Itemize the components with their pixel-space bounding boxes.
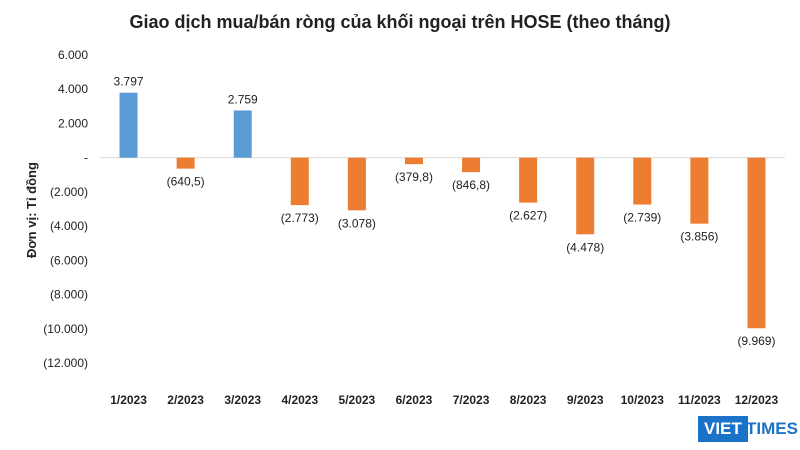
data-label: 3.797 xyxy=(114,75,144,89)
x-tick-label: 10/2023 xyxy=(621,393,665,407)
x-tick-label: 8/2023 xyxy=(510,393,547,407)
y-tick-label: 4.000 xyxy=(58,82,88,96)
logo-viet-text: VIET xyxy=(698,416,748,442)
data-label: (846,8) xyxy=(452,178,490,192)
x-tick-label: 1/2023 xyxy=(110,393,147,407)
data-label: (640,5) xyxy=(167,175,205,189)
x-tick-label: 7/2023 xyxy=(453,393,490,407)
x-tick-label: 6/2023 xyxy=(396,393,433,407)
bar xyxy=(233,110,252,158)
x-tick-label: 4/2023 xyxy=(281,393,318,407)
bar xyxy=(633,157,652,205)
x-tick-label: 5/2023 xyxy=(339,393,376,407)
y-tick-label: 6.000 xyxy=(58,48,88,62)
y-tick-label: (10.000) xyxy=(43,322,88,336)
y-axis-title: Đơn vị: Tỉ đồng xyxy=(24,162,39,258)
data-label: (4.478) xyxy=(566,240,604,254)
bar xyxy=(119,92,138,158)
y-tick-label: (2.000) xyxy=(50,185,88,199)
bar xyxy=(347,157,366,211)
bar xyxy=(747,157,766,329)
x-tick-label: 12/2023 xyxy=(735,393,779,407)
bar xyxy=(404,157,423,165)
x-tick-label: 9/2023 xyxy=(567,393,604,407)
y-tick-label: (6.000) xyxy=(50,253,88,267)
data-label: (9.969) xyxy=(737,334,775,348)
x-tick-label: 2/2023 xyxy=(167,393,204,407)
data-label: (2.773) xyxy=(281,211,319,225)
bar xyxy=(576,157,595,235)
data-label: (3.078) xyxy=(338,216,376,230)
y-tick-label: 2.000 xyxy=(58,116,88,130)
bar xyxy=(519,157,538,203)
logo-times-text: TIMES xyxy=(746,419,798,438)
y-tick-label: (12.000) xyxy=(43,356,88,370)
data-label: (2.739) xyxy=(623,211,661,225)
data-label: (2.627) xyxy=(509,209,547,223)
data-label: 2.759 xyxy=(228,92,258,106)
bar xyxy=(690,157,709,224)
bar xyxy=(290,157,309,206)
data-label: (3.856) xyxy=(680,230,718,244)
x-tick-label: 11/2023 xyxy=(678,393,721,407)
bar xyxy=(462,157,481,173)
data-label: (379,8) xyxy=(395,170,433,184)
chart-title: Giao dịch mua/bán ròng của khối ngoại tr… xyxy=(129,12,671,32)
vietimes-logo: VIET TIMES xyxy=(698,416,798,442)
x-tick-label: 3/2023 xyxy=(224,393,261,407)
y-tick-label: (4.000) xyxy=(50,219,88,233)
y-tick-label: - xyxy=(84,151,88,165)
y-tick-label: (8.000) xyxy=(50,288,88,302)
bar xyxy=(176,157,195,169)
